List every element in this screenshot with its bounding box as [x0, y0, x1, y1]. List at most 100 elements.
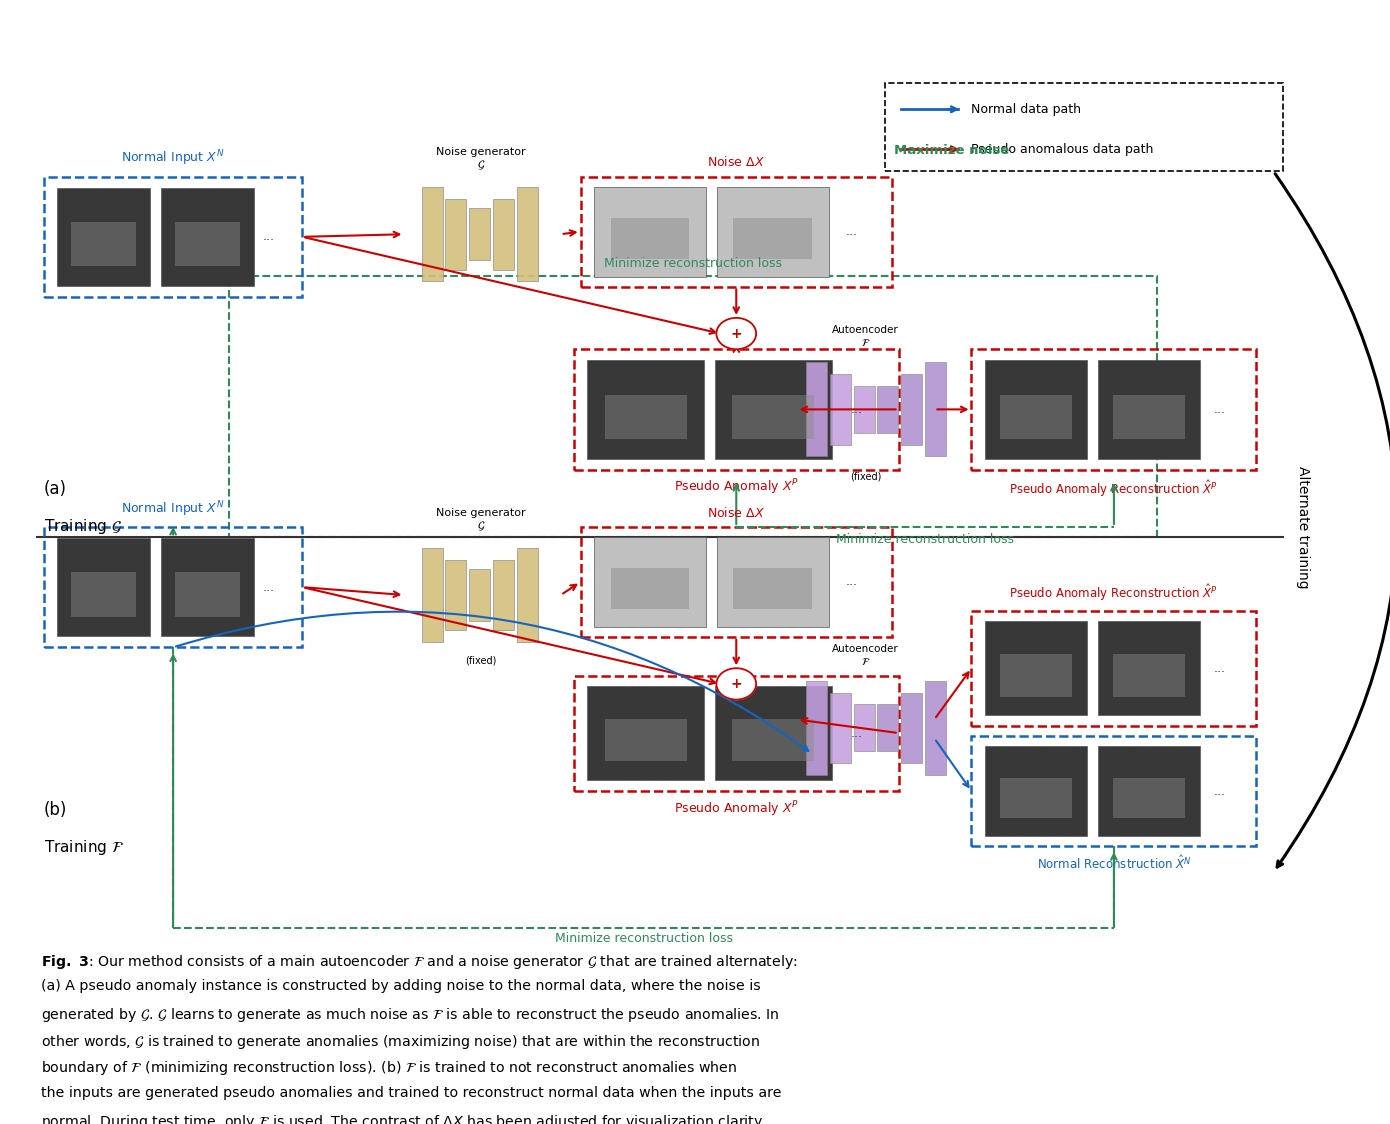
Text: Noise generator
$\mathcal{G}$: Noise generator $\mathcal{G}$	[436, 508, 525, 533]
Bar	[175, 572, 240, 617]
Text: Noise $\Delta X$: Noise $\Delta X$	[708, 506, 766, 519]
Text: Pseudo Anomaly Reconstruction $\hat{X}^P$: Pseudo Anomaly Reconstruction $\hat{X}^P…	[1009, 582, 1219, 604]
Bar	[806, 362, 827, 456]
Bar	[1098, 746, 1201, 836]
Bar	[44, 527, 302, 647]
Bar	[421, 549, 442, 642]
Text: ...: ...	[263, 230, 275, 243]
Text: Maximize noise: Maximize noise	[894, 144, 1009, 157]
Text: Noise $\Delta X$: Noise $\Delta X$	[708, 155, 766, 170]
Text: Normal Input $X^N$: Normal Input $X^N$	[121, 148, 225, 169]
Text: (fixed): (fixed)	[466, 655, 496, 665]
Text: ...: ...	[845, 575, 858, 589]
Bar	[229, 277, 1156, 537]
Bar	[581, 527, 892, 637]
Bar	[734, 569, 812, 609]
Bar	[1001, 654, 1072, 697]
Text: ...: ...	[263, 581, 275, 593]
Text: (b): (b)	[44, 801, 67, 819]
Bar	[44, 176, 302, 297]
Bar	[161, 538, 254, 636]
Text: Pseudo anomalous data path: Pseudo anomalous data path	[972, 143, 1154, 156]
Text: Training $\mathcal{F}$: Training $\mathcal{F}$	[44, 837, 124, 856]
Bar	[714, 686, 831, 780]
Bar	[901, 692, 922, 763]
Bar	[57, 188, 150, 287]
Text: ...: ...	[845, 225, 858, 238]
Text: Training $\mathcal{G}$: Training $\mathcal{G}$	[44, 517, 122, 535]
Bar	[901, 374, 922, 445]
Circle shape	[716, 668, 756, 699]
Text: other words, $\mathcal{G}$ is trained to generate anomalies (maximizing noise) t: other words, $\mathcal{G}$ is trained to…	[42, 1033, 760, 1051]
Bar	[161, 188, 254, 287]
Text: Pseudo Anomaly Reconstruction $\hat{X}^P$: Pseudo Anomaly Reconstruction $\hat{X}^P…	[1009, 478, 1219, 499]
Bar	[587, 686, 705, 780]
Bar	[972, 350, 1257, 470]
Text: ...: ...	[1213, 402, 1226, 416]
Bar	[445, 560, 467, 631]
Bar	[733, 395, 815, 439]
Bar	[71, 223, 136, 266]
Bar	[853, 705, 874, 751]
Text: (fixed): (fixed)	[849, 471, 881, 481]
Bar	[421, 188, 442, 281]
Bar	[830, 692, 851, 763]
Bar	[733, 719, 815, 761]
Bar	[605, 719, 687, 761]
Bar	[1098, 622, 1201, 715]
Bar	[1001, 778, 1072, 818]
Bar	[1098, 360, 1201, 459]
Text: ...: ...	[1213, 785, 1226, 798]
Bar	[714, 360, 831, 459]
Bar	[984, 746, 1087, 836]
Bar	[445, 199, 467, 270]
Bar	[1113, 654, 1186, 697]
Bar	[853, 386, 874, 433]
Bar	[1113, 395, 1186, 439]
Bar	[877, 386, 898, 433]
Text: +: +	[731, 327, 742, 341]
Text: Normal data path: Normal data path	[972, 102, 1081, 116]
Bar	[587, 360, 705, 459]
Bar	[885, 82, 1283, 172]
Bar	[1113, 778, 1186, 818]
Bar	[972, 736, 1257, 846]
Text: Noise generator
$\mathcal{G}$: Noise generator $\mathcal{G}$	[436, 147, 525, 172]
Bar	[581, 176, 892, 287]
Text: ...: ...	[851, 402, 862, 416]
Bar	[610, 218, 689, 259]
Text: generated by $\mathcal{G}$. $\mathcal{G}$ learns to generate as much noise as $\: generated by $\mathcal{G}$. $\mathcal{G}…	[42, 1006, 780, 1024]
Bar	[716, 187, 828, 277]
Text: (a) A pseudo anomaly instance is constructed by adding noise to the normal data,: (a) A pseudo anomaly instance is constru…	[42, 979, 760, 994]
Text: Normal Reconstruction $\hat{X}^N$: Normal Reconstruction $\hat{X}^N$	[1037, 854, 1191, 872]
Text: ...: ...	[851, 726, 862, 740]
Text: Pseudo Anomaly $X^P$: Pseudo Anomaly $X^P$	[674, 799, 799, 818]
Text: the inputs are generated pseudo anomalies and trained to reconstruct normal data: the inputs are generated pseudo anomalie…	[42, 1086, 781, 1100]
Bar	[877, 705, 898, 751]
Text: normal. During test time, only $\mathcal{F}$ is used. The contrast of $\Delta X$: normal. During test time, only $\mathcal…	[42, 1113, 767, 1124]
Bar	[605, 395, 687, 439]
Bar	[493, 560, 514, 631]
Bar	[926, 681, 947, 774]
Bar	[493, 199, 514, 270]
Text: Pseudo Anomaly $X^P$: Pseudo Anomaly $X^P$	[674, 478, 799, 498]
Bar	[517, 549, 538, 642]
Bar	[594, 187, 706, 277]
Text: ...: ...	[1213, 662, 1226, 674]
Bar	[984, 360, 1087, 459]
Circle shape	[716, 318, 756, 350]
Text: Minimize reconstruction loss: Minimize reconstruction loss	[605, 256, 783, 270]
Bar	[470, 569, 491, 620]
Bar	[806, 681, 827, 774]
Bar	[574, 676, 898, 790]
Bar	[517, 188, 538, 281]
Bar	[734, 218, 812, 259]
Text: Autoencoder
$\mathcal{F}$: Autoencoder $\mathcal{F}$	[833, 326, 899, 348]
Bar	[57, 538, 150, 636]
Bar	[574, 350, 898, 470]
Text: $\mathbf{Fig.\ 3}$: Our method consists of a main autoencoder $\mathcal{F}$ and : $\mathbf{Fig.\ 3}$: Our method consists …	[42, 953, 798, 971]
Bar	[71, 572, 136, 617]
Text: Normal Input $X^N$: Normal Input $X^N$	[121, 499, 225, 518]
Bar	[830, 374, 851, 445]
Text: Autoencoder
$\mathcal{F}$: Autoencoder $\mathcal{F}$	[833, 644, 899, 667]
